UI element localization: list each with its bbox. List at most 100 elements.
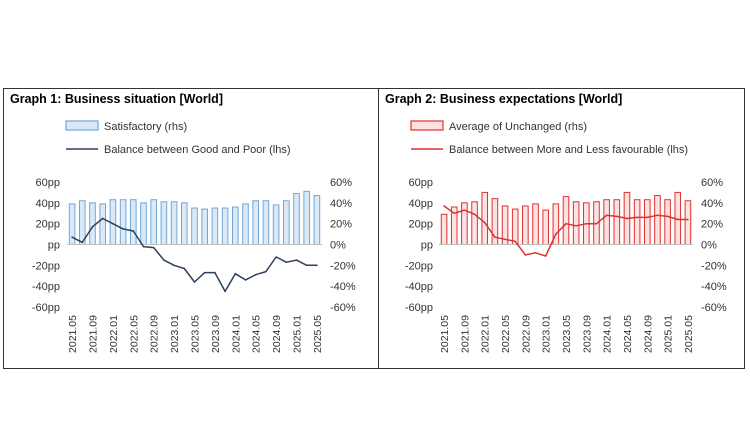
x-tick-label: 2025.01 [292,315,304,353]
bar [511,208,519,246]
y-left-tick-label: 60pp [409,177,433,189]
line-point [295,259,298,261]
bar [313,195,321,245]
legend-swatch-bar [410,120,444,131]
y-left-tick-label: -40pp [405,281,433,293]
line-point [544,255,547,257]
y-right-tick-label: -20% [701,260,727,272]
bar [542,209,549,245]
line-point [514,240,516,243]
bar [160,201,168,245]
line-point [71,236,73,239]
bar [150,199,158,246]
y-right-tick-label: 40% [330,198,352,210]
line-point [616,215,618,218]
bar [303,190,311,245]
bar [572,201,580,245]
bar [191,207,198,245]
line-point [275,256,277,258]
bar [293,192,300,246]
legend-label-bar: Satisfactory (rhs) [104,121,187,133]
y-right-tick-label: 40% [701,198,723,210]
x-tick-label: 2022.05 [500,315,512,353]
bar [643,199,651,246]
y-right-tick-label: 0% [330,240,346,252]
x-tick-label: 2021.09 [459,315,471,353]
line-point [646,216,649,219]
x-tick-label: 2025.05 [683,315,695,353]
y-right-tick-label: -60% [701,302,727,314]
y-right-tick-label: 20% [701,219,723,231]
x-tick-label: 2024.05 [622,315,634,353]
line-point [91,225,94,228]
line-point [443,205,445,207]
line-point [244,279,247,281]
x-tick-label: 2022.09 [520,315,532,353]
x-tick-label: 2022.01 [108,315,120,353]
y-left-tick-label: -60pp [405,302,433,314]
line-point [101,217,104,220]
chart-panel-1: Graph 1: Business situation [World] Sati… [4,89,378,368]
x-tick-label: 2021.09 [88,315,100,353]
y-left-tick-label: 60pp [36,177,60,189]
x-tick-label: 2023.01 [169,315,181,353]
line-point [234,272,237,275]
y-right-tick-label: -20% [330,260,356,272]
y-left-tick-label: pp [421,240,433,252]
bar [170,201,178,245]
chart-title-1: Graph 1: Business situation [World] [10,92,223,106]
legend-label-line: Balance between More and Less favourable… [449,144,688,156]
line-point [555,233,557,235]
y-left-tick-label: -20pp [405,260,433,272]
line-point [453,212,456,215]
line-point [463,209,466,211]
y-right-tick-label: 20% [330,219,352,231]
bar [684,200,692,245]
bar [613,199,621,246]
x-tick-label: 2022.01 [480,315,492,353]
line-point [585,222,588,225]
y-left-tick-label: 20pp [409,219,433,231]
bar [140,202,147,246]
y-left-tick-label: 40pp [409,198,433,210]
line-point [666,215,669,218]
bar [231,206,239,245]
line-point [656,214,659,217]
bar [481,191,489,245]
bar [603,199,610,246]
y-right-tick-label: 60% [330,177,352,189]
line-point [676,218,679,221]
y-right-tick-label: -40% [701,281,727,293]
x-tick-label: 2024.01 [602,315,614,353]
bar [633,199,641,246]
bar [119,199,127,246]
x-tick-label: 2024.09 [271,315,283,353]
y-right-tick-label: 0% [701,240,717,252]
line-point [254,273,257,276]
bar [242,203,249,245]
line-point [163,259,165,261]
line-point [112,222,114,225]
y-right-tick-label: 60% [701,177,723,189]
x-tick-label: 2022.05 [128,315,140,353]
line-point [534,252,537,254]
line-point [203,271,206,274]
bar [654,195,661,245]
line-point [504,238,506,241]
legend-label-bar: Average of Unchanged (rhs) [449,121,587,133]
x-tick-label: 2023.05 [561,315,573,353]
bar [272,204,280,245]
bar [180,202,188,246]
line-point [183,267,186,270]
bar [522,205,529,246]
y-right-tick-label: -40% [330,281,356,293]
x-tick-label: 2024.05 [251,315,263,353]
x-tick-label: 2023.01 [541,315,553,353]
line-point [122,228,124,230]
line-point [224,290,226,293]
line-point [132,230,135,232]
line-point [142,245,145,248]
bar [129,199,137,246]
x-tick-label: 2021.05 [67,315,79,353]
y-left-tick-label: -20pp [32,260,60,272]
